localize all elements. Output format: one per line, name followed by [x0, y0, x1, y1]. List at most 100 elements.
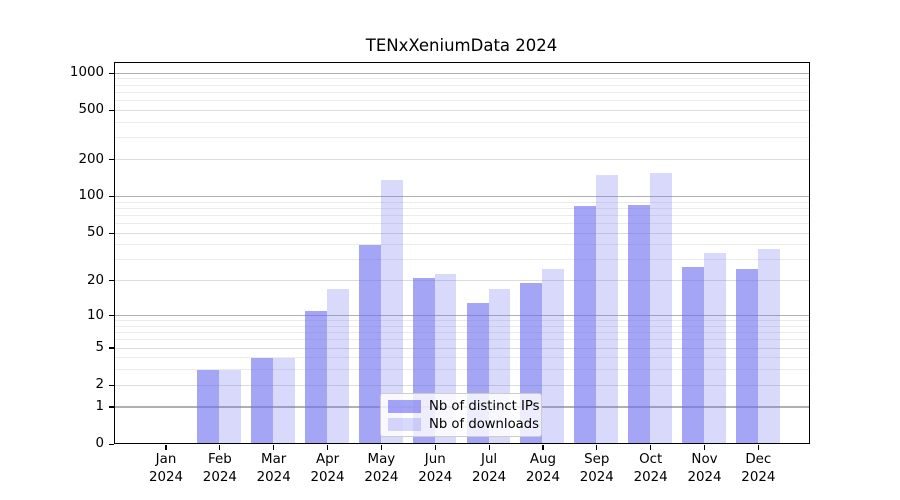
gridline-minor	[113, 320, 810, 322]
x-tick-label: Feb 2024	[202, 452, 237, 485]
legend-label-downloads: Nb of downloads	[429, 416, 539, 432]
gridline-minor	[113, 91, 810, 93]
y-tick	[108, 280, 114, 282]
x-tick	[596, 445, 598, 451]
x-tick-label: Apr 2024	[310, 452, 345, 485]
y-tick	[108, 384, 114, 386]
gridline-mid	[113, 347, 810, 349]
bar-downloads	[757, 248, 780, 445]
gridline-mid	[113, 280, 810, 282]
gridline-major	[113, 72, 810, 74]
bar-downloads	[542, 269, 565, 445]
x-tick	[488, 445, 490, 451]
legend-row-downloads: Nb of downloads	[388, 417, 541, 432]
y-tick-label: 20	[86, 272, 104, 288]
legend: Nb of distinct IPs Nb of downloads	[380, 393, 542, 437]
y-tick	[108, 195, 114, 198]
legend-label-distinct-ips: Nb of distinct IPs	[429, 398, 540, 414]
x-tick-label: Dec 2024	[741, 452, 776, 485]
y-tick	[108, 406, 114, 408]
legend-swatch-distinct-ips-icon	[388, 399, 421, 413]
gridline-minor	[113, 84, 810, 86]
gridline-minor	[113, 244, 810, 246]
y-tick-label: 1	[95, 399, 104, 415]
x-tick	[542, 445, 544, 451]
gridline-minor	[113, 223, 810, 225]
x-tick-label: Jul 2024	[472, 452, 507, 485]
x-tick-label: Mar 2024	[256, 452, 291, 485]
bar-downloads	[650, 173, 672, 445]
bar-downloads	[219, 369, 242, 445]
y-tick-label: 500	[78, 102, 104, 118]
gridline-minor	[113, 201, 810, 203]
y-tick	[108, 232, 114, 234]
y-tick	[108, 314, 114, 317]
y-tick	[108, 158, 114, 161]
gridline-minor	[113, 121, 810, 123]
bar-distinct-ips	[574, 206, 597, 445]
x-tick-label: Jun 2024	[418, 452, 453, 485]
plot-area	[113, 62, 810, 445]
x-tick-label: Jan 2024	[148, 452, 184, 485]
gridline-minor	[113, 332, 810, 334]
bar-distinct-ips	[251, 357, 274, 445]
bar-distinct-ips	[682, 267, 704, 445]
y-tick	[108, 347, 114, 349]
gridline-major	[113, 195, 810, 198]
bar-distinct-ips	[197, 369, 220, 445]
x-tick	[165, 445, 167, 451]
x-tick	[326, 445, 329, 451]
legend-row-distinct-ips: Nb of distinct IPs	[388, 399, 541, 414]
gridline-mid	[113, 384, 810, 386]
y-tick-label: 5	[95, 340, 104, 356]
y-tick	[108, 443, 114, 445]
bar-distinct-ips	[305, 310, 328, 445]
x-tick	[703, 445, 706, 451]
bar-downloads	[596, 174, 618, 445]
y-tick-label: 50	[86, 225, 104, 241]
x-tick-label: May 2024	[364, 452, 399, 485]
gridline-minor	[113, 325, 810, 327]
gridline-minor	[113, 100, 810, 102]
bar-distinct-ips	[735, 269, 758, 445]
x-tick	[434, 445, 436, 451]
legend-swatch-downloads-icon	[388, 417, 421, 431]
y-tick	[108, 72, 114, 74]
y-tick-label: 1000	[69, 65, 104, 81]
x-tick-label: Aug 2024	[525, 452, 560, 485]
bar-distinct-ips	[358, 244, 381, 445]
bar-downloads	[273, 357, 295, 445]
x-tick	[757, 445, 759, 451]
gridline-minor	[113, 214, 810, 216]
gridline-mid	[113, 109, 810, 111]
gridline-minor	[113, 78, 810, 80]
y-tick-label: 0	[95, 436, 104, 452]
gridline-mid	[113, 232, 810, 234]
x-tick-label: Sep 2024	[579, 452, 614, 485]
gridline-minor	[113, 357, 810, 359]
gridline-minor	[113, 339, 810, 341]
x-tick	[380, 445, 382, 451]
x-tick-label: Nov 2024	[687, 452, 722, 485]
bar-downloads	[380, 180, 403, 445]
x-tick	[273, 445, 275, 451]
y-tick-label: 2	[95, 377, 104, 393]
y-tick-label: 200	[78, 151, 104, 167]
bar-downloads	[704, 253, 726, 445]
gridline-minor	[113, 259, 810, 261]
bar-distinct-ips	[628, 205, 651, 445]
chart-title: TENxXeniumData 2024	[365, 36, 558, 55]
gridline-mid	[113, 159, 810, 160]
gridline-major	[113, 314, 810, 317]
gridline-minor	[113, 207, 810, 209]
bar-downloads	[327, 289, 349, 445]
y-tick	[108, 109, 114, 112]
gridline-minor	[113, 369, 810, 371]
x-tick-label: Oct 2024	[633, 452, 668, 485]
x-tick	[650, 445, 652, 451]
y-tick-label: 100	[78, 188, 104, 204]
x-tick	[219, 445, 221, 451]
gridline-minor	[113, 137, 810, 139]
y-tick-label: 10	[86, 307, 104, 323]
